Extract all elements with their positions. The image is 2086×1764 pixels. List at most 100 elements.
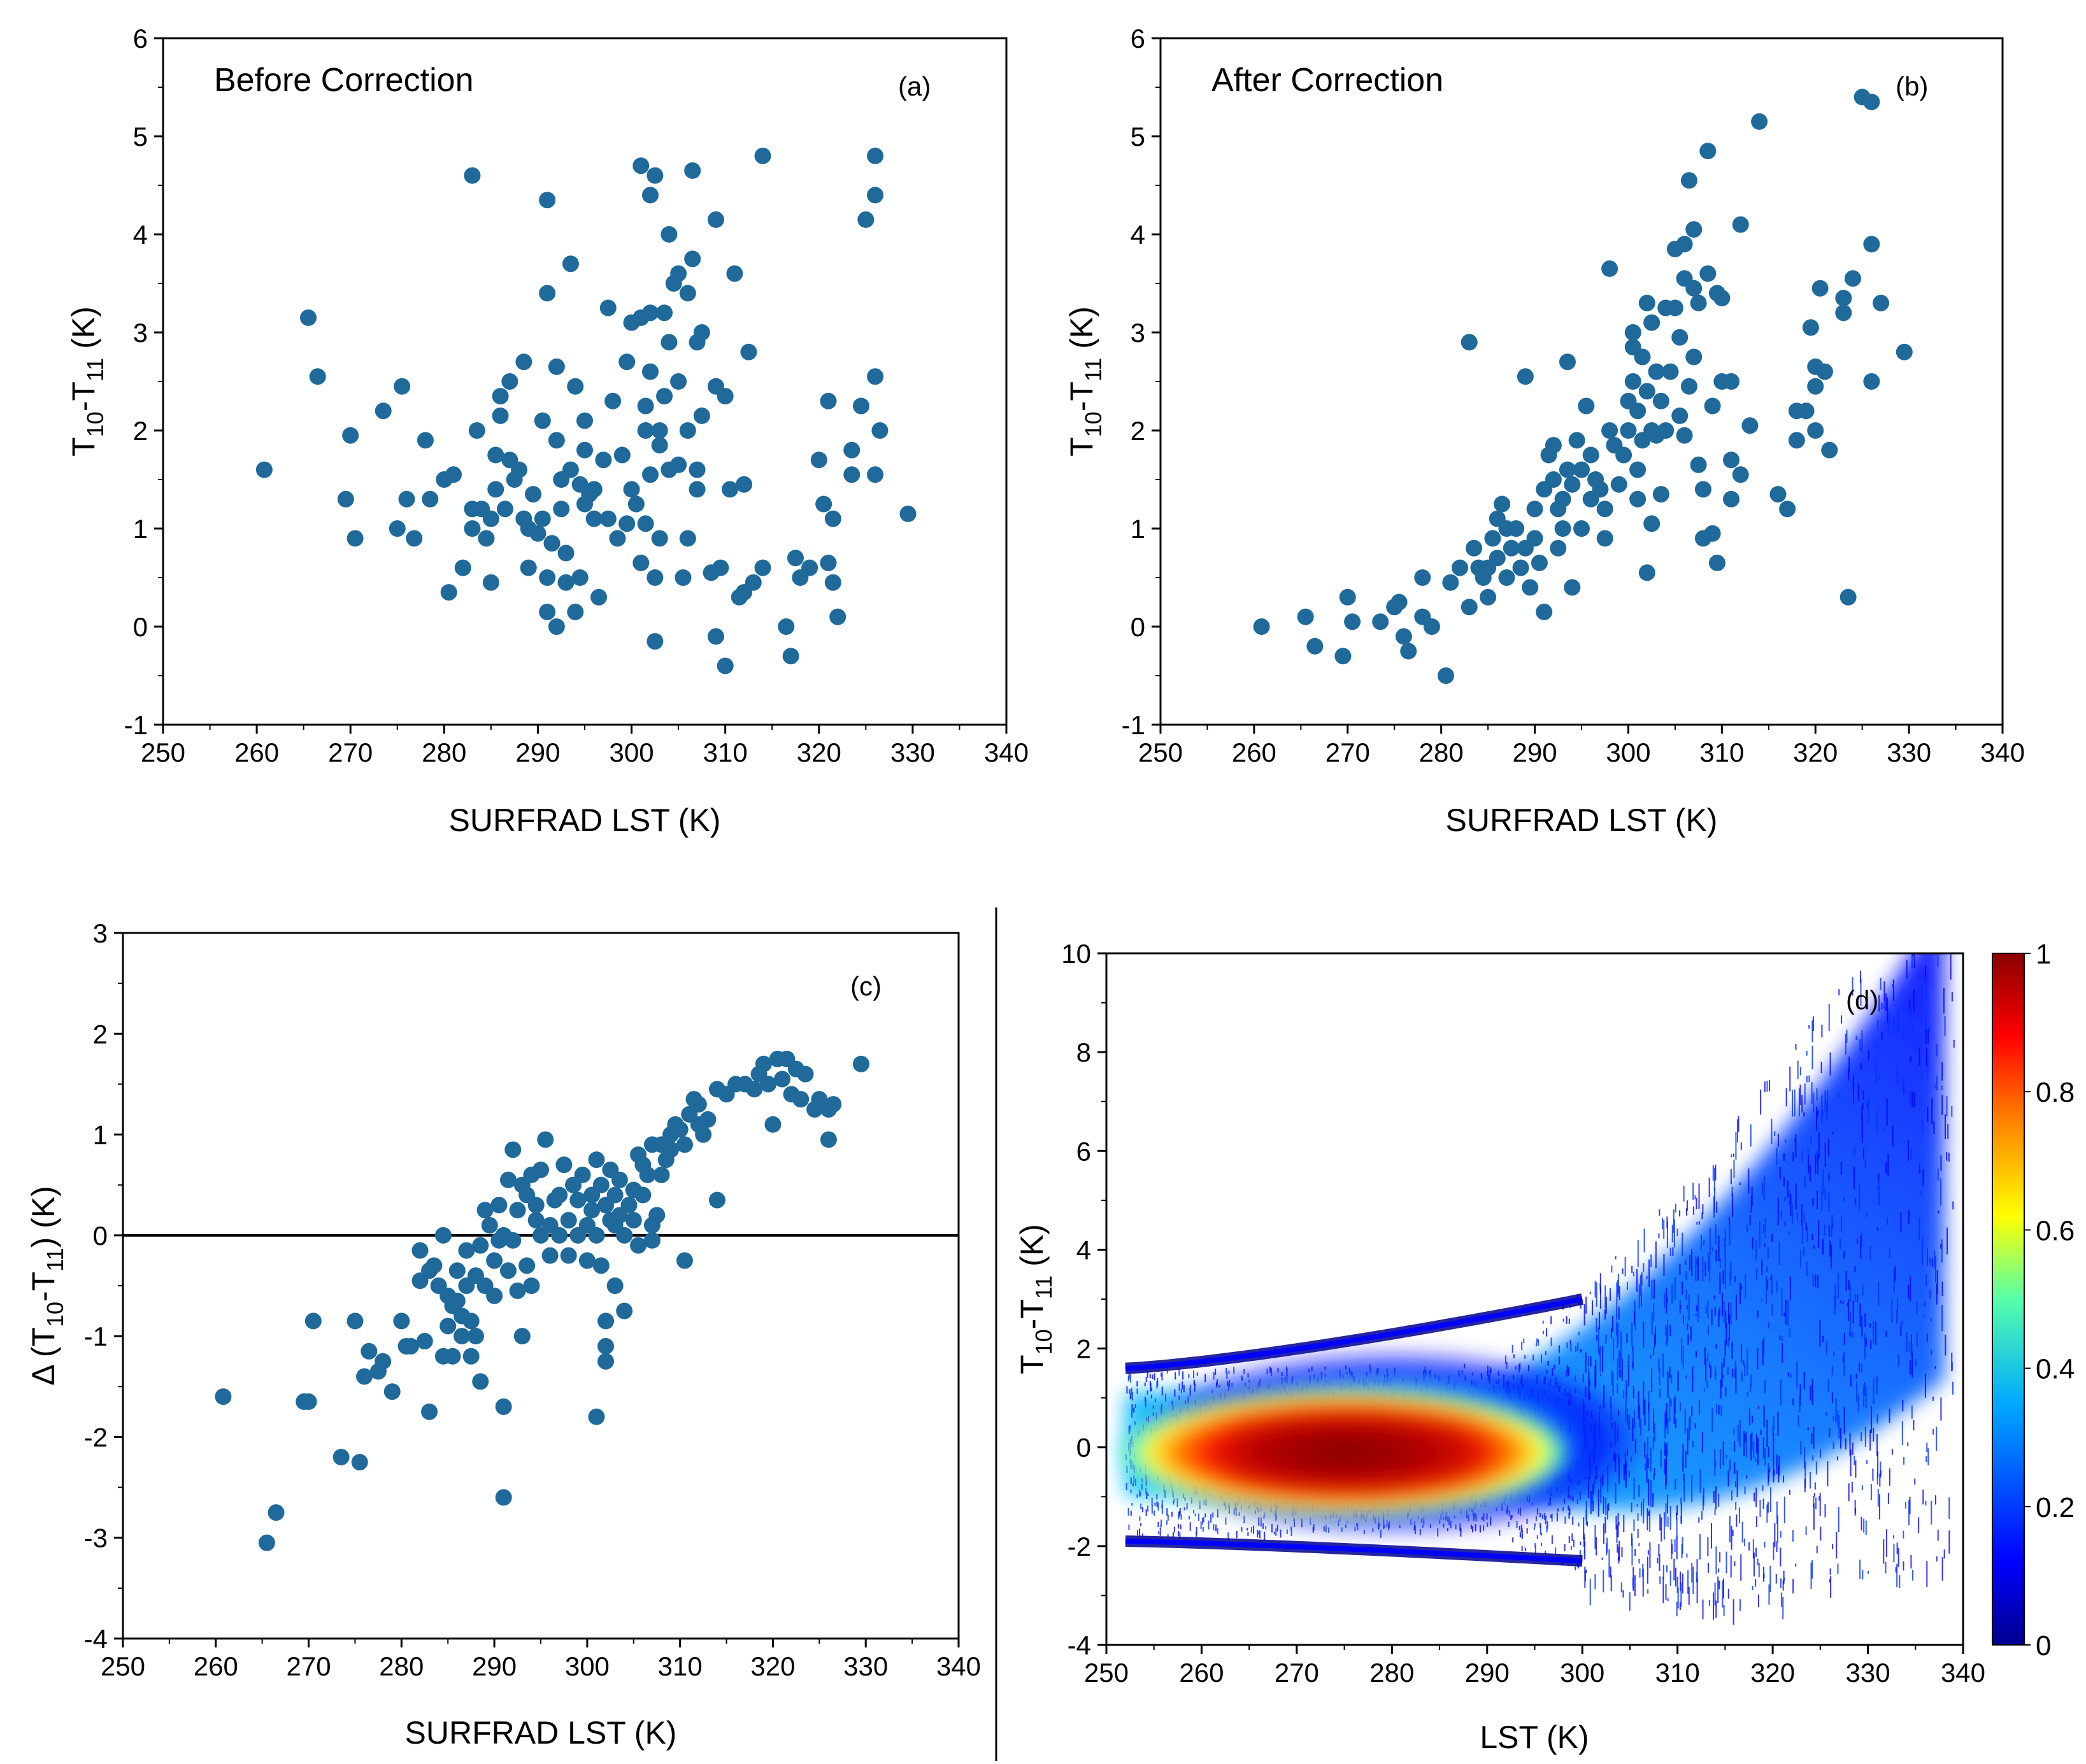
- density-streak: [1809, 1165, 1811, 1182]
- density-streak: [1196, 1526, 1197, 1535]
- density-streak: [1704, 1262, 1706, 1277]
- density-streak: [1725, 1387, 1727, 1397]
- density-streak: [1929, 1258, 1931, 1266]
- density-streak: [1787, 1300, 1789, 1326]
- x-tick-label: 290: [472, 1651, 517, 1681]
- density-streak: [1760, 1429, 1762, 1435]
- density-streak: [1611, 1265, 1613, 1273]
- density-streak: [1724, 1237, 1725, 1246]
- panel-a-x-label: SURFRAD LST (K): [449, 802, 721, 838]
- density-streak: [1732, 1369, 1734, 1377]
- density-streak: [1768, 1446, 1769, 1458]
- density-streak: [1880, 1462, 1882, 1478]
- density-streak: [1617, 1323, 1619, 1346]
- x-tick-label: 280: [422, 737, 466, 767]
- density-streak: [1586, 1521, 1588, 1526]
- density-streak: [1652, 1437, 1654, 1449]
- density-streak: [1729, 1223, 1731, 1246]
- density-streak: [1739, 1599, 1741, 1611]
- density-streak: [1847, 1302, 1848, 1307]
- data-point: [627, 495, 645, 513]
- data-point: [824, 574, 841, 591]
- data-point: [1676, 236, 1693, 253]
- density-streak: [1719, 1552, 1721, 1563]
- y-tick-label: 2: [1076, 1334, 1091, 1364]
- density-streak: [1912, 953, 1914, 957]
- density-streak: [1822, 1109, 1824, 1117]
- data-point: [693, 407, 710, 424]
- density-streak: [1545, 1515, 1547, 1525]
- data-point: [852, 1055, 869, 1072]
- y-tick-label: 4: [133, 220, 148, 250]
- density-streak: [1789, 1066, 1791, 1092]
- density-streak: [1130, 1489, 1132, 1493]
- panel-c-y-label: Δ (T10-T11) (K): [25, 1186, 68, 1386]
- data-point: [754, 559, 771, 576]
- data-point: [595, 452, 612, 469]
- data-point: [1821, 441, 1838, 459]
- data-point: [464, 520, 481, 537]
- density-streak: [1171, 1511, 1173, 1517]
- density-streak: [1785, 1088, 1787, 1107]
- density-streak: [1861, 1115, 1863, 1143]
- x-tick-label: 340: [984, 737, 1029, 767]
- panel-d-y-label: T10-T11 (K): [1014, 1224, 1057, 1374]
- data-point: [1498, 569, 1515, 586]
- data-point: [560, 1247, 577, 1264]
- density-streak: [1922, 1169, 1924, 1187]
- density-streak: [1566, 1316, 1568, 1324]
- density-streak: [1521, 1546, 1523, 1552]
- density-streak: [1499, 1530, 1501, 1536]
- data-point: [527, 1197, 545, 1214]
- density-streak: [1864, 1159, 1866, 1169]
- data-point: [300, 309, 317, 326]
- density-streak: [1941, 1062, 1943, 1081]
- density-streak: [1757, 1405, 1759, 1409]
- density-streak: [1868, 1049, 1869, 1061]
- density-streak: [1618, 1306, 1620, 1320]
- density-streak: [1831, 1225, 1832, 1238]
- density-streak: [1769, 1467, 1771, 1472]
- density-streak: [1871, 923, 1872, 930]
- y-tick-label: 4: [1076, 1235, 1091, 1265]
- density-streak: [1713, 1295, 1715, 1300]
- density-streak: [1848, 1299, 1850, 1321]
- density-streak: [1706, 1381, 1708, 1388]
- data-point: [740, 343, 757, 360]
- density-streak: [1897, 1354, 1899, 1367]
- density-streak: [1536, 1338, 1538, 1343]
- density-streak: [1708, 1600, 1710, 1606]
- density-streak: [1189, 1522, 1191, 1531]
- data-point: [375, 402, 392, 420]
- density-streak: [1937, 1168, 1939, 1181]
- density-streak: [1849, 1311, 1851, 1331]
- density-streak: [1570, 1546, 1572, 1550]
- data-point: [1704, 525, 1721, 542]
- density-streak: [1925, 1500, 1927, 1506]
- density-streak: [1806, 1051, 1808, 1056]
- x-tick-label: 330: [1846, 1658, 1890, 1688]
- data-point: [647, 633, 664, 650]
- density-streak: [1743, 1430, 1745, 1456]
- density-streak: [1914, 1478, 1916, 1485]
- density-streak: [1733, 1159, 1735, 1178]
- density-streak: [1526, 1528, 1528, 1534]
- data-point: [684, 162, 701, 179]
- data-point: [679, 422, 696, 439]
- density-streak: [1873, 1321, 1875, 1344]
- density-streak: [1156, 1501, 1158, 1507]
- density-streak: [1801, 1218, 1803, 1244]
- data-point: [1601, 260, 1618, 277]
- density-streak: [1620, 1352, 1622, 1378]
- density-streak: [1778, 1241, 1780, 1265]
- data-point: [1559, 461, 1576, 478]
- density-streak: [1849, 1331, 1851, 1337]
- density-streak: [1685, 1376, 1687, 1379]
- density-streak: [1691, 1475, 1693, 1502]
- density-streak: [1895, 1567, 1897, 1573]
- density-streak: [1932, 1428, 1934, 1435]
- data-point: [1863, 373, 1880, 390]
- density-streak: [1182, 1381, 1183, 1390]
- panel-d-label: (d): [1846, 985, 1878, 1015]
- density-streak: [1828, 1172, 1830, 1181]
